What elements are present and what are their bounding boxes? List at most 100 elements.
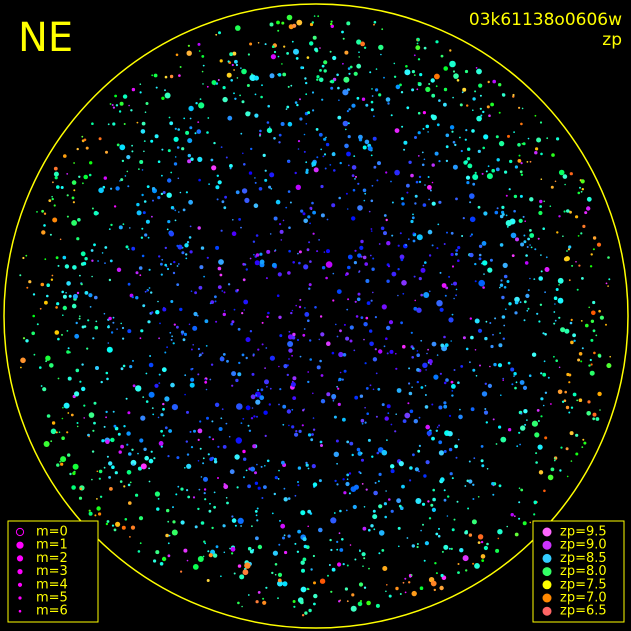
- star: [370, 230, 373, 232]
- star: [189, 382, 195, 388]
- star: [127, 483, 131, 487]
- star: [239, 574, 245, 580]
- star: [325, 142, 330, 147]
- star: [215, 545, 219, 549]
- star: [200, 476, 203, 478]
- star: [250, 466, 256, 472]
- star: [297, 140, 301, 143]
- star: [186, 241, 190, 244]
- star: [197, 460, 200, 462]
- star: [406, 106, 410, 110]
- star: [129, 227, 131, 229]
- star: [287, 121, 293, 127]
- star: [556, 231, 559, 234]
- star: [399, 254, 405, 260]
- star: [240, 525, 243, 527]
- star: [131, 296, 134, 299]
- star: [473, 457, 476, 460]
- star: [182, 338, 186, 342]
- star: [425, 460, 430, 465]
- star: [433, 374, 439, 380]
- star: [361, 483, 364, 485]
- star: [170, 382, 175, 388]
- star: [318, 479, 322, 483]
- star: [584, 211, 588, 215]
- star: [557, 297, 564, 304]
- star: [220, 575, 222, 577]
- star: [544, 391, 548, 394]
- star: [300, 599, 303, 602]
- star: [90, 249, 94, 252]
- star: [551, 153, 555, 157]
- star: [530, 246, 533, 249]
- star: [502, 377, 505, 380]
- star: [71, 196, 75, 200]
- star: [464, 485, 467, 487]
- star: [422, 127, 425, 130]
- star: [141, 254, 145, 258]
- star: [431, 436, 435, 441]
- star: [516, 445, 519, 448]
- star: [312, 210, 316, 215]
- zp-legend-marker: [542, 593, 552, 603]
- star: [383, 76, 385, 79]
- star: [525, 254, 528, 257]
- star: [247, 546, 252, 551]
- star: [211, 420, 214, 423]
- star: [506, 525, 509, 528]
- star: [245, 356, 248, 360]
- star: [566, 250, 568, 252]
- star: [472, 174, 479, 180]
- star: [126, 170, 129, 173]
- star: [303, 264, 309, 270]
- star: [485, 170, 488, 173]
- star: [388, 594, 392, 598]
- star: [292, 332, 296, 337]
- star: [46, 414, 51, 418]
- star: [46, 294, 49, 298]
- star: [254, 471, 257, 475]
- star: [302, 409, 305, 412]
- star: [77, 218, 81, 222]
- star: [254, 113, 259, 118]
- star: [537, 420, 540, 422]
- star: [22, 337, 26, 340]
- star: [307, 509, 312, 514]
- star: [241, 100, 245, 104]
- star: [83, 174, 88, 180]
- star: [80, 251, 86, 257]
- star: [449, 472, 453, 476]
- star: [331, 203, 336, 208]
- star: [366, 412, 370, 416]
- star: [443, 335, 446, 339]
- star: [276, 20, 280, 25]
- star: [395, 84, 401, 90]
- star: [53, 204, 56, 207]
- star: [164, 263, 167, 267]
- star: [301, 568, 305, 573]
- star: [266, 121, 270, 124]
- star: [330, 517, 337, 524]
- star: [369, 329, 373, 333]
- star: [522, 521, 527, 526]
- star: [420, 293, 424, 297]
- star: [422, 111, 426, 115]
- star: [448, 447, 453, 452]
- star: [197, 121, 200, 123]
- star: [266, 249, 271, 254]
- star: [71, 180, 77, 185]
- star: [382, 566, 388, 571]
- star: [486, 468, 489, 470]
- star: [250, 147, 253, 151]
- star: [480, 540, 484, 544]
- star: [539, 121, 543, 124]
- star: [373, 165, 377, 169]
- star: [78, 175, 81, 178]
- star: [157, 300, 159, 303]
- star: [415, 45, 421, 51]
- zp-legend-marker: [542, 527, 552, 537]
- star: [582, 224, 586, 228]
- star: [41, 209, 44, 213]
- star: [76, 237, 80, 241]
- star: [413, 54, 416, 57]
